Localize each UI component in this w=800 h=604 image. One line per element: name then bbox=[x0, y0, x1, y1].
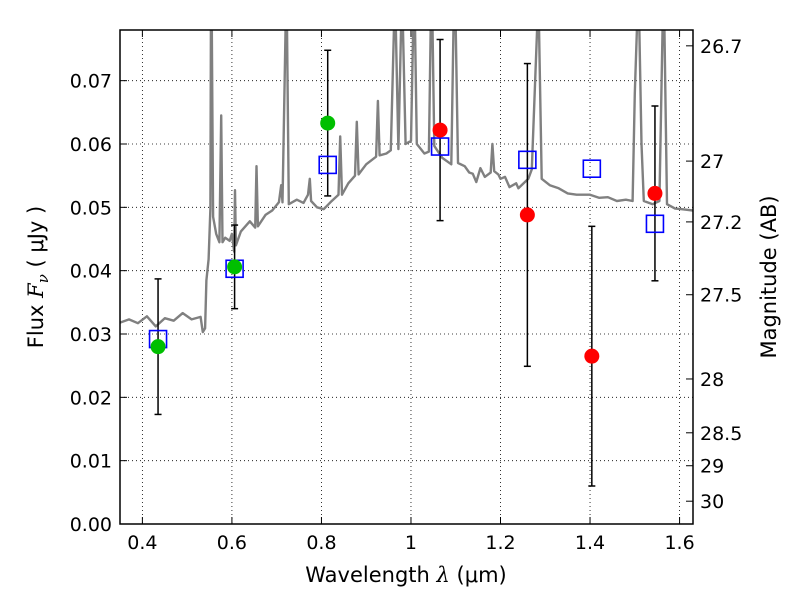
model-square-marker bbox=[645, 214, 665, 234]
observed-point-marker bbox=[320, 115, 336, 131]
x-tick-label: 1.6 bbox=[664, 532, 694, 554]
model-square-marker bbox=[582, 159, 602, 178]
y-axis-label: Flux Fν ( μJy ) bbox=[24, 206, 52, 348]
y-tick-label: 0.03 bbox=[70, 324, 112, 346]
x-tick-label: 1.4 bbox=[575, 532, 605, 554]
y2-tick-label: 29 bbox=[700, 456, 724, 478]
y2-axis-label: Magnitude (AB) bbox=[757, 195, 781, 358]
x-tick-label: 1 bbox=[405, 532, 417, 554]
y2-tick-label: 28 bbox=[700, 369, 724, 391]
observed-point-marker bbox=[647, 185, 663, 201]
x-tick-label: 1.2 bbox=[485, 532, 515, 554]
y2-tick-label: 28.5 bbox=[700, 423, 742, 445]
x-axis-label: Wavelength λ (μm) bbox=[305, 563, 506, 587]
observed-point-marker bbox=[227, 259, 243, 275]
y2-tick-label: 27.5 bbox=[700, 285, 742, 307]
model-spectrum bbox=[120, 30, 693, 334]
data-markers bbox=[148, 115, 665, 364]
y-tick-label: 0.07 bbox=[70, 71, 112, 93]
model-square-marker bbox=[430, 137, 450, 156]
y-tick-label: 0.06 bbox=[70, 134, 112, 156]
model-square-marker bbox=[518, 150, 537, 170]
model-square-marker bbox=[318, 155, 338, 175]
x-tick-label: 0.8 bbox=[306, 532, 336, 554]
y-tick-label: 0.02 bbox=[70, 387, 112, 409]
x-tick-label: 0.4 bbox=[127, 532, 157, 554]
y-tick-label: 0.01 bbox=[70, 451, 112, 473]
y-tick-label: 0.00 bbox=[70, 514, 112, 536]
y-tick-label: 0.05 bbox=[70, 197, 112, 219]
axis-ticks: 0.4 0.6 0.8 1 1.2 1.4 1.6 0.00 0.01 0.02 0.03 0.04 0… bbox=[70, 30, 742, 554]
y2-tick-label: 27 bbox=[700, 151, 724, 173]
y2-tick-label: 30 bbox=[700, 491, 724, 513]
observed-point-marker bbox=[432, 122, 448, 138]
x-tick-label: 0.6 bbox=[217, 532, 247, 554]
y2-tick-label: 27.2 bbox=[700, 212, 742, 234]
plot-frame bbox=[119, 29, 694, 525]
y-tick-label: 0.04 bbox=[70, 261, 112, 283]
observed-point-marker bbox=[519, 207, 535, 223]
observed-point-marker bbox=[150, 339, 166, 355]
y2-tick-label: 26.7 bbox=[700, 36, 742, 58]
spectrum-line bbox=[120, 30, 693, 334]
observed-point-marker bbox=[584, 348, 600, 364]
